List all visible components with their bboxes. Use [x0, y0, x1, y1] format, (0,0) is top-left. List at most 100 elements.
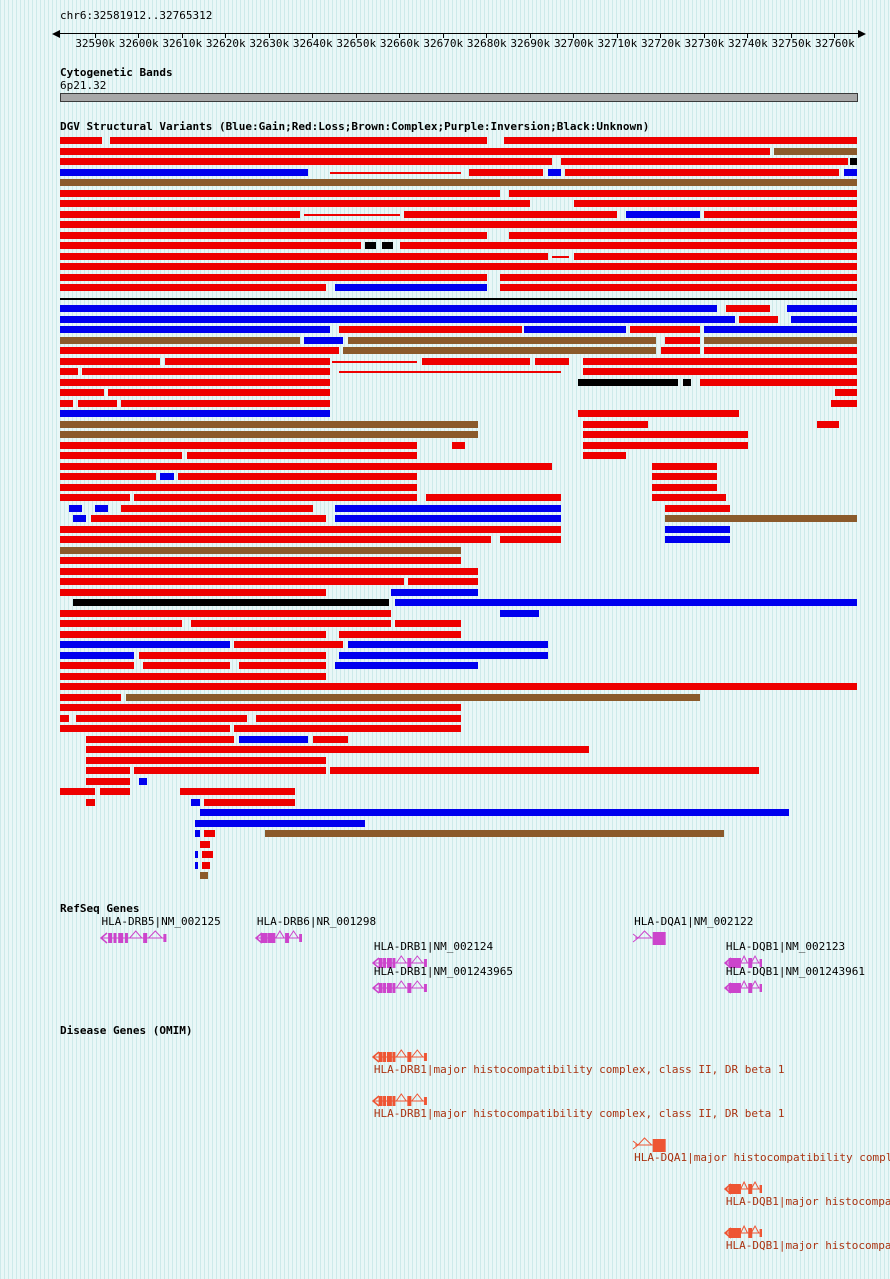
dgv-variant-bar[interactable] [121, 504, 313, 512]
dgv-variant-bar[interactable] [408, 578, 479, 585]
dgv-variant-bar[interactable] [60, 473, 157, 480]
dgv-variant-bar[interactable] [195, 861, 198, 869]
dgv-variant-bar[interactable] [77, 399, 117, 407]
dgv-variant-bar[interactable] [382, 242, 394, 249]
dgv-variant-bar[interactable] [739, 315, 779, 323]
cytoband-bar[interactable] [60, 93, 858, 102]
dgv-variant-bar[interactable] [582, 420, 648, 428]
gene-glyph[interactable] [723, 1224, 763, 1242]
dgv-variant-bar[interactable] [60, 158, 553, 165]
dgv-variant-bar[interactable] [60, 588, 326, 596]
dgv-variant-bar[interactable] [523, 326, 627, 333]
dgv-variant-bar[interactable] [190, 620, 392, 627]
dgv-variant-bar[interactable] [652, 483, 718, 491]
dgv-variant-bar[interactable] [199, 809, 790, 816]
dgv-variant-bar[interactable] [60, 462, 553, 470]
dgv-variant-bar[interactable] [60, 441, 418, 449]
gene-glyph[interactable] [723, 979, 763, 997]
dgv-variant-bar[interactable] [195, 830, 200, 837]
dgv-variant-bar[interactable] [60, 693, 122, 701]
dgv-variant-bar[interactable] [160, 473, 174, 480]
dgv-variant-bar[interactable] [60, 567, 479, 575]
dgv-variant-bar[interactable] [86, 756, 326, 764]
dgv-variant-bar[interactable] [60, 297, 857, 300]
gene-glyph[interactable] [723, 954, 763, 972]
dgv-variant-bar[interactable] [134, 767, 326, 774]
dgv-variant-bar[interactable] [60, 137, 102, 144]
dgv-variant-bar[interactable] [560, 158, 848, 165]
dgv-variant-bar[interactable] [86, 746, 590, 753]
dgv-variant-bar[interactable] [334, 662, 479, 669]
gene-glyph[interactable] [371, 954, 427, 972]
dgv-variant-bar[interactable] [234, 641, 344, 648]
dgv-variant-bar[interactable] [60, 368, 78, 375]
dgv-variant-bar[interactable] [665, 336, 700, 344]
dgv-variant-bar[interactable] [125, 693, 700, 701]
dgv-variant-bar[interactable] [582, 368, 857, 375]
dgv-variant-bar[interactable] [60, 326, 331, 333]
dgv-variant-bar[interactable] [60, 242, 361, 249]
dgv-variant-bar[interactable] [504, 137, 857, 144]
dgv-variant-bar[interactable] [508, 231, 857, 239]
dgv-variant-bar[interactable] [582, 431, 748, 438]
dgv-variant-bar[interactable] [177, 473, 418, 480]
dgv-variant-bar[interactable] [334, 515, 561, 522]
dgv-variant-bar[interactable] [110, 137, 487, 144]
dgv-variant-bar[interactable] [791, 315, 857, 323]
dgv-variant-bar[interactable] [60, 284, 326, 291]
dgv-variant-bar[interactable] [199, 872, 209, 879]
dgv-variant-bar[interactable] [60, 179, 857, 186]
dgv-variant-bar[interactable] [138, 651, 326, 659]
dgv-variant-bar[interactable] [508, 189, 857, 197]
dgv-variant-bar[interactable] [573, 200, 857, 207]
dgv-variant-bar[interactable] [60, 231, 487, 239]
dgv-variant-bar[interactable] [86, 767, 130, 774]
dgv-variant-bar[interactable] [60, 252, 548, 260]
dgv-variant-bar[interactable] [582, 441, 748, 449]
dgv-variant-bar[interactable] [190, 798, 200, 806]
gene-glyph[interactable] [254, 929, 303, 947]
dgv-variant-bar[interactable] [499, 536, 561, 543]
dgv-variant-bar[interactable] [850, 158, 857, 165]
dgv-variant-bar[interactable] [652, 494, 727, 501]
dgv-variant-bar[interactable] [143, 662, 231, 669]
dgv-variant-bar[interactable] [334, 504, 561, 512]
dgv-variant-bar[interactable] [60, 483, 418, 491]
dgv-variant-bar[interactable] [86, 777, 130, 785]
dgv-variant-bar[interactable] [60, 378, 331, 386]
dgv-variant-bar[interactable] [60, 389, 104, 396]
dgv-variant-bar[interactable] [60, 200, 531, 207]
dgv-variant-bar[interactable] [60, 452, 183, 459]
dgv-variant-bar[interactable] [332, 360, 418, 363]
dgv-variant-bar[interactable] [830, 399, 857, 407]
dgv-variant-bar[interactable] [421, 357, 531, 365]
dgv-variant-bar[interactable] [256, 714, 461, 722]
dgv-variant-bar[interactable] [60, 336, 300, 344]
dgv-variant-bar[interactable] [817, 420, 840, 428]
dgv-variant-bar[interactable] [203, 830, 215, 837]
dgv-variant-bar[interactable] [60, 273, 487, 281]
dgv-variant-bar[interactable] [338, 326, 522, 333]
dgv-variant-bar[interactable] [201, 861, 211, 869]
dgv-variant-bar[interactable] [60, 704, 461, 711]
dgv-variant-bar[interactable] [60, 725, 231, 732]
dgv-variant-bar[interactable] [534, 357, 570, 365]
dgv-variant-bar[interactable] [391, 588, 479, 596]
dgv-variant-bar[interactable] [499, 284, 857, 291]
dgv-variant-bar[interactable] [60, 221, 857, 228]
dgv-variant-bar[interactable] [73, 599, 389, 606]
dgv-variant-bar[interactable] [773, 147, 857, 155]
dgv-variant-bar[interactable] [60, 609, 392, 617]
dgv-variant-bar[interactable] [582, 452, 627, 459]
dgv-variant-bar[interactable] [404, 210, 618, 218]
dgv-variant-bar[interactable] [665, 504, 731, 512]
dgv-variant-bar[interactable] [469, 168, 544, 176]
dgv-variant-bar[interactable] [180, 788, 296, 795]
dgv-variant-bar[interactable] [787, 305, 857, 312]
dgv-variant-bar[interactable] [312, 735, 348, 743]
dgv-variant-bar[interactable] [75, 714, 248, 722]
dgv-variant-bar[interactable] [338, 651, 548, 659]
dgv-variant-bar[interactable] [60, 494, 130, 501]
dgv-variant-bar[interactable] [399, 242, 857, 249]
dgv-variant-bar[interactable] [164, 357, 331, 365]
